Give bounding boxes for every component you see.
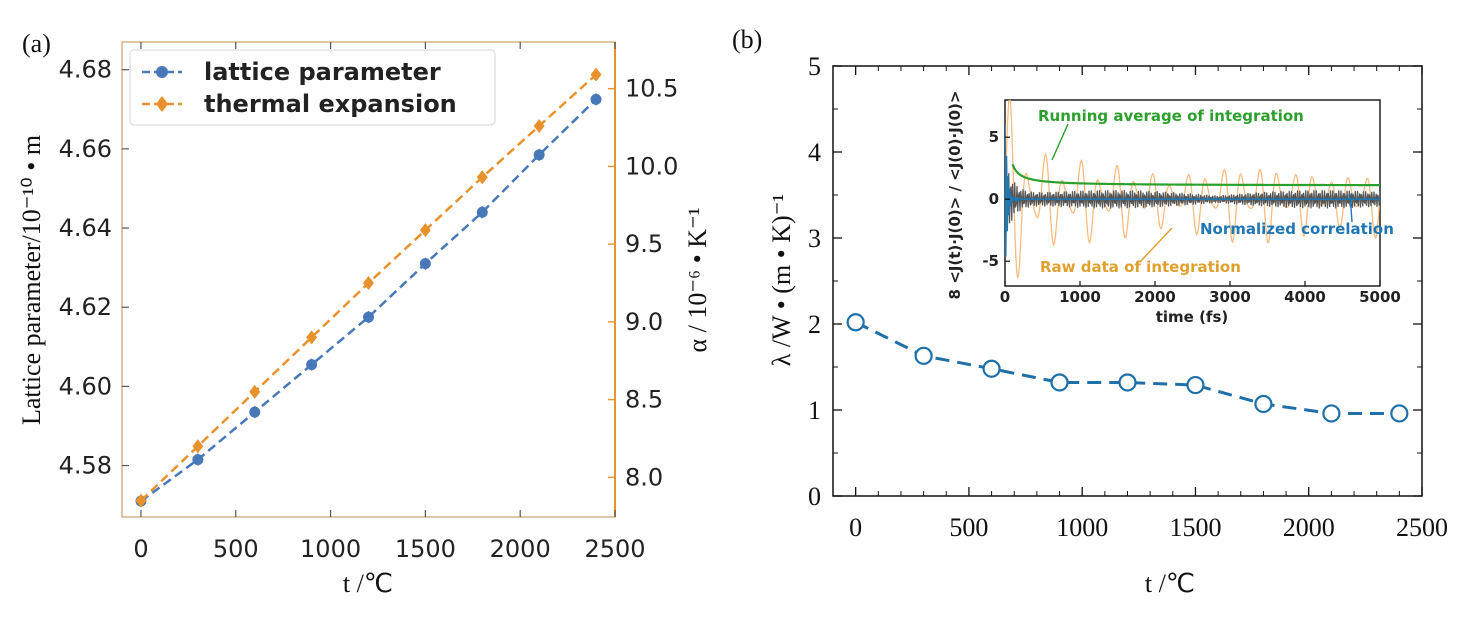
chart-a-point-lattice bbox=[306, 359, 318, 371]
chart-a-ylabel: Lattice parameter/10⁻¹⁰ • m bbox=[17, 135, 46, 425]
chart-b-x-tick-label: 2500 bbox=[1396, 513, 1448, 542]
chart-a-point-thermal bbox=[135, 493, 147, 508]
chart-b-point bbox=[1322, 404, 1341, 423]
chart-a-y-tick-label: 4.64 bbox=[59, 214, 112, 242]
chart-b-y-tick-label: 4 bbox=[808, 138, 821, 167]
chart-a-point-lattice bbox=[249, 406, 261, 418]
chart-a-point-thermal bbox=[249, 384, 261, 399]
legend-thermal-marker bbox=[156, 96, 168, 112]
inset-y-tick-label: -5 bbox=[982, 252, 999, 270]
chart-b-y-tick-label: 3 bbox=[808, 224, 821, 253]
chart-b-point bbox=[914, 346, 933, 365]
inset-ylabel-text: 8 <J(t)·J(0)> / <J(0)·J(0)> bbox=[946, 91, 964, 300]
inset-x-tick-label: 4000 bbox=[1284, 288, 1326, 306]
chart-b-point bbox=[1254, 394, 1273, 414]
chart-b-point bbox=[1050, 373, 1069, 392]
chart-a-x-tick-label: 500 bbox=[213, 535, 259, 563]
chart-a-series-line-0 bbox=[140, 98, 597, 503]
chart-a-y2label: α / 10⁻⁶ • K⁻¹ bbox=[683, 207, 712, 352]
chart-b-y-tick-label: 0 bbox=[808, 482, 821, 511]
chart-a-y2-tick-label: 10.5 bbox=[625, 75, 678, 103]
chart-a-x-tick-label: 1500 bbox=[395, 535, 456, 563]
chart-a-point-lattice bbox=[419, 258, 431, 270]
legend-lattice-label: lattice parameter bbox=[204, 58, 441, 86]
chart-a-y2-tick-label: 10.0 bbox=[625, 152, 678, 180]
chart-a-x-tick-label: 1000 bbox=[300, 535, 361, 563]
chart-a-y-tick-label: 4.60 bbox=[59, 372, 112, 400]
chart-b-point bbox=[982, 359, 1001, 378]
inset-arrow-normalized bbox=[1349, 193, 1353, 223]
inset-x-tick-label: 5000 bbox=[1359, 288, 1401, 306]
inset-annotation-normalized: Normalized correlation bbox=[1200, 220, 1394, 238]
chart-a-y-tick-label: 4.58 bbox=[59, 452, 112, 480]
inset-gray-trace bbox=[1005, 164, 1380, 228]
chart-a-y-tick-label: 4.68 bbox=[59, 56, 112, 84]
chart-a-legend: lattice parameter thermal expansion bbox=[129, 49, 496, 126]
chart-b-point bbox=[1390, 404, 1409, 423]
chart-a-x-tick-label: 2000 bbox=[490, 535, 551, 563]
chart-b-x-tick-label: 2000 bbox=[1283, 513, 1335, 542]
legend-lattice-marker bbox=[156, 66, 168, 78]
chart-b-ylabel: λ /W • (m • K)⁻¹ bbox=[767, 194, 796, 366]
chart-a-y2-tick-label: 9.5 bbox=[625, 230, 663, 258]
legend-thermal-label: thermal expansion bbox=[204, 90, 457, 118]
chart-b-xlabel: t /℃ bbox=[1145, 569, 1195, 598]
inset-annotation-running: Running average of integration bbox=[1038, 107, 1304, 125]
chart-b-y-tick-label: 5 bbox=[808, 52, 821, 81]
chart-b-x-tick-label: 0 bbox=[849, 513, 862, 542]
chart-b-series-line bbox=[854, 320, 1400, 415]
chart-a: 0 500 1000 1500 2000 2500 4.58 4.60 4.62 4.64 4.66… bbox=[17, 41, 712, 598]
chart-b-x-tick-label: 500 bbox=[949, 513, 988, 542]
chart-a-y-tick-label: 4.62 bbox=[59, 293, 112, 321]
inset-y-tick-label: 5 bbox=[989, 128, 999, 146]
chart-a-point-lattice bbox=[533, 149, 545, 161]
chart-a-y2-tick-label: 8.5 bbox=[625, 386, 663, 414]
chart-a-y2-tick-label: 9.0 bbox=[625, 308, 663, 336]
chart-a-y-tick-label: 4.66 bbox=[59, 135, 112, 163]
chart-a-x-tick-label: 2500 bbox=[584, 535, 645, 563]
chart-a-xlabel: t /℃ bbox=[343, 569, 393, 598]
chart-b-x-tick-label: 1500 bbox=[1169, 513, 1221, 542]
inset-xlabel: time (fs) bbox=[1156, 308, 1229, 326]
inset-x-tick-label: 0 bbox=[1000, 288, 1010, 306]
chart-b-point bbox=[1186, 375, 1205, 395]
chart-b-x-tick-label: 1000 bbox=[1056, 513, 1108, 542]
chart-a-point-lattice bbox=[192, 454, 204, 466]
chart-a-point-thermal bbox=[419, 223, 431, 238]
panel-b-label: (b) bbox=[732, 25, 762, 54]
chart-a-point-lattice bbox=[363, 311, 374, 323]
chart-a-x-tick-label: 0 bbox=[133, 535, 148, 563]
inset-x-tick-label: 3000 bbox=[1209, 288, 1251, 306]
chart-a-legend-box bbox=[129, 49, 496, 126]
inset-y-tick-label: 0 bbox=[989, 190, 999, 208]
chart-a-point-lattice bbox=[590, 93, 602, 105]
inset-arrow-raw bbox=[1139, 227, 1173, 263]
chart-a-point-thermal bbox=[590, 67, 602, 82]
chart-b-point bbox=[846, 313, 865, 332]
inset-running-trace bbox=[1011, 163, 1380, 187]
inset-ylabel: 8 <J(t)·J(0)> / <J(0)·J(0)> bbox=[946, 91, 964, 300]
chart-b-inset: 0 1000 2000 3000 4000 5000-505 time (fs) 8 <J… bbox=[946, 91, 1401, 326]
chart-a-point-thermal bbox=[476, 170, 488, 185]
chart-a-point-thermal bbox=[306, 330, 318, 345]
chart-a-point-thermal bbox=[363, 275, 374, 290]
panel-a-label: (a) bbox=[22, 29, 51, 58]
chart-a-y2-tick-label: 8.0 bbox=[625, 463, 663, 491]
inset-arrow-running bbox=[1051, 123, 1069, 161]
inset-x-tick-label: 1000 bbox=[1059, 288, 1101, 306]
chart-b-y-tick-label: 2 bbox=[808, 310, 821, 339]
chart-b-y-tick-label: 1 bbox=[808, 396, 821, 425]
chart-a-point-thermal bbox=[192, 439, 204, 454]
inset-normalized-trace bbox=[1005, 124, 1380, 257]
chart-a-point-thermal bbox=[533, 118, 545, 133]
inset-x-tick-label: 2000 bbox=[1134, 288, 1176, 306]
chart-b-point bbox=[1118, 373, 1137, 392]
inset-clip-group bbox=[1005, 100, 1380, 279]
chart-a-point-lattice bbox=[476, 206, 488, 218]
inset-plot-frame bbox=[1004, 99, 1381, 287]
inset-annotation-raw: Raw data of integration bbox=[1040, 258, 1241, 276]
